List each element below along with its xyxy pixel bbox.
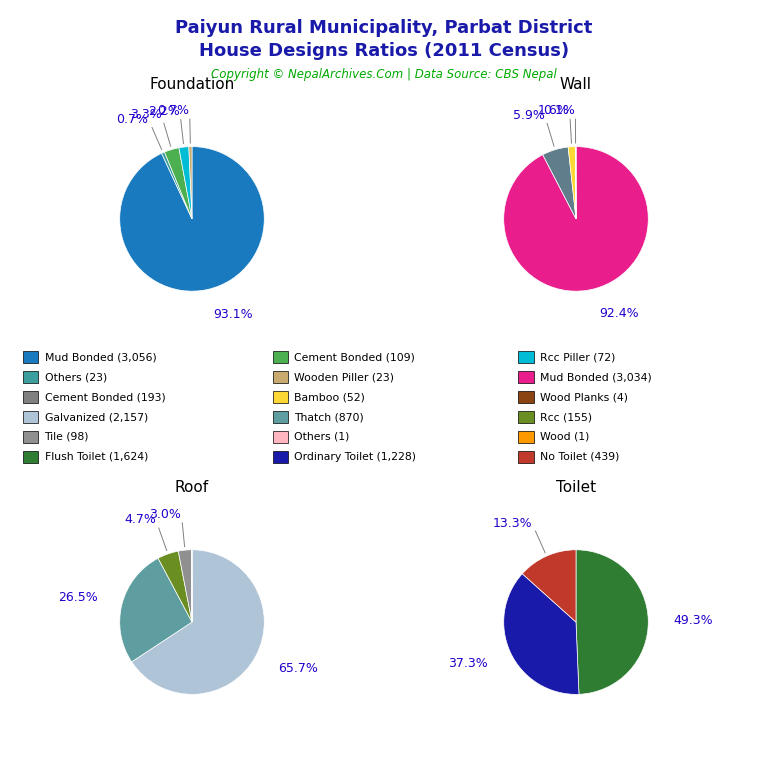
Title: Toilet: Toilet	[556, 480, 596, 495]
Text: Cement Bonded (109): Cement Bonded (109)	[294, 352, 415, 362]
Text: Thatch (870): Thatch (870)	[294, 412, 364, 422]
Text: 3.3%: 3.3%	[130, 108, 161, 121]
Text: Wood Planks (4): Wood Planks (4)	[540, 392, 628, 402]
Text: Rcc Piller (72): Rcc Piller (72)	[540, 352, 615, 362]
Text: 26.5%: 26.5%	[58, 591, 98, 604]
Text: 4.7%: 4.7%	[124, 513, 156, 526]
Text: Wood (1): Wood (1)	[540, 432, 589, 442]
Wedge shape	[120, 147, 264, 291]
Text: Ordinary Toilet (1,228): Ordinary Toilet (1,228)	[294, 452, 416, 462]
Wedge shape	[179, 147, 192, 219]
Text: Bamboo (52): Bamboo (52)	[294, 392, 365, 402]
Wedge shape	[161, 152, 192, 219]
Wedge shape	[164, 147, 192, 219]
Text: 2.2%: 2.2%	[148, 104, 180, 118]
Text: 3.0%: 3.0%	[150, 508, 181, 521]
Wedge shape	[189, 147, 192, 219]
Text: 5.9%: 5.9%	[513, 108, 545, 121]
Text: Others (23): Others (23)	[45, 372, 107, 382]
Title: Wall: Wall	[560, 77, 592, 92]
Text: 37.3%: 37.3%	[448, 657, 488, 670]
Text: Mud Bonded (3,056): Mud Bonded (3,056)	[45, 352, 157, 362]
Text: Cement Bonded (193): Cement Bonded (193)	[45, 392, 165, 402]
Wedge shape	[178, 550, 192, 622]
Text: 0.1%: 0.1%	[544, 104, 575, 117]
Text: Copyright © NepalArchives.Com | Data Source: CBS Nepal: Copyright © NepalArchives.Com | Data Sou…	[211, 68, 557, 81]
Wedge shape	[568, 147, 576, 219]
Text: 0.7%: 0.7%	[157, 104, 190, 117]
Text: Flush Toilet (1,624): Flush Toilet (1,624)	[45, 452, 148, 462]
Text: Mud Bonded (3,034): Mud Bonded (3,034)	[540, 372, 652, 382]
Text: 1.6%: 1.6%	[538, 104, 570, 118]
Text: 93.1%: 93.1%	[213, 308, 253, 321]
Wedge shape	[504, 574, 579, 694]
Wedge shape	[131, 550, 264, 694]
Title: Foundation: Foundation	[149, 77, 235, 92]
Text: 13.3%: 13.3%	[492, 517, 532, 530]
Text: Rcc (155): Rcc (155)	[540, 412, 592, 422]
Wedge shape	[576, 550, 648, 694]
Text: Wooden Piller (23): Wooden Piller (23)	[294, 372, 394, 382]
Text: No Toilet (439): No Toilet (439)	[540, 452, 619, 462]
Text: Galvanized (2,157): Galvanized (2,157)	[45, 412, 147, 422]
Text: House Designs Ratios (2011 Census): House Designs Ratios (2011 Census)	[199, 42, 569, 60]
Text: 0.7%: 0.7%	[117, 113, 148, 126]
Wedge shape	[504, 147, 648, 291]
Wedge shape	[120, 558, 192, 662]
Text: Tile (98): Tile (98)	[45, 432, 89, 442]
Text: Paiyun Rural Municipality, Parbat District: Paiyun Rural Municipality, Parbat Distri…	[175, 19, 593, 37]
Text: 49.3%: 49.3%	[674, 614, 713, 627]
Wedge shape	[522, 550, 576, 622]
Text: Others (1): Others (1)	[294, 432, 349, 442]
Wedge shape	[543, 147, 576, 219]
Text: 92.4%: 92.4%	[599, 307, 639, 320]
Text: 65.7%: 65.7%	[278, 662, 318, 675]
Title: Roof: Roof	[175, 480, 209, 495]
Wedge shape	[158, 551, 192, 622]
